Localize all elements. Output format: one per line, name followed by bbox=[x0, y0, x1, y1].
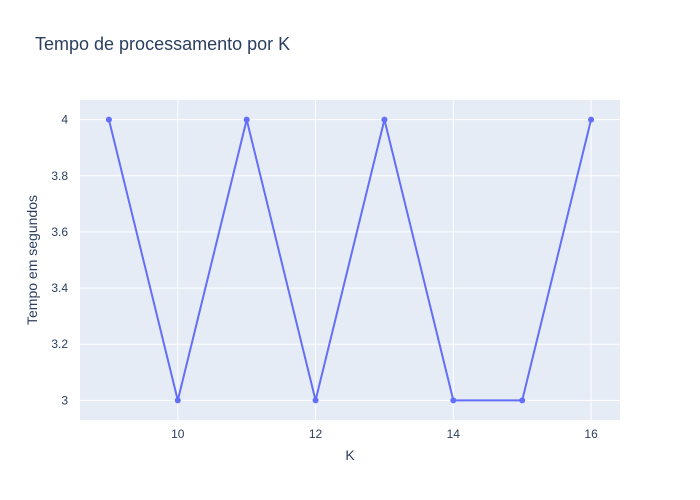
data-point[interactable] bbox=[105, 116, 112, 123]
data-point[interactable] bbox=[588, 116, 595, 123]
data-point[interactable] bbox=[450, 397, 457, 404]
y-tick-label: 3 bbox=[61, 393, 68, 407]
grid-lines bbox=[80, 100, 620, 420]
x-axis-ticks: 10 12 14 16 bbox=[171, 427, 598, 441]
y-tick-label: 3.4 bbox=[51, 281, 68, 295]
data-point[interactable] bbox=[243, 116, 250, 123]
y-tick-label: 3.2 bbox=[51, 337, 68, 351]
y-tick-label: 4 bbox=[61, 113, 68, 127]
x-tick-label: 12 bbox=[309, 427, 323, 441]
data-point[interactable] bbox=[174, 397, 181, 404]
data-point[interactable] bbox=[381, 116, 388, 123]
x-tick-label: 10 bbox=[171, 427, 185, 441]
y-axis-ticks: 3 3.2 3.4 3.6 3.8 4 bbox=[51, 113, 68, 408]
data-point[interactable] bbox=[519, 397, 526, 404]
chart-title: Tempo de processamento por K bbox=[35, 34, 290, 54]
y-tick-label: 3.8 bbox=[51, 169, 68, 183]
data-point[interactable] bbox=[312, 397, 319, 404]
series-line bbox=[107, 118, 593, 402]
y-tick-label: 3.6 bbox=[51, 225, 68, 239]
x-axis-title: K bbox=[345, 447, 355, 463]
y-axis-title: Tempo em segundos bbox=[24, 195, 40, 325]
x-tick-label: 14 bbox=[447, 427, 461, 441]
series-layer bbox=[105, 116, 595, 404]
x-tick-label: 16 bbox=[584, 427, 598, 441]
